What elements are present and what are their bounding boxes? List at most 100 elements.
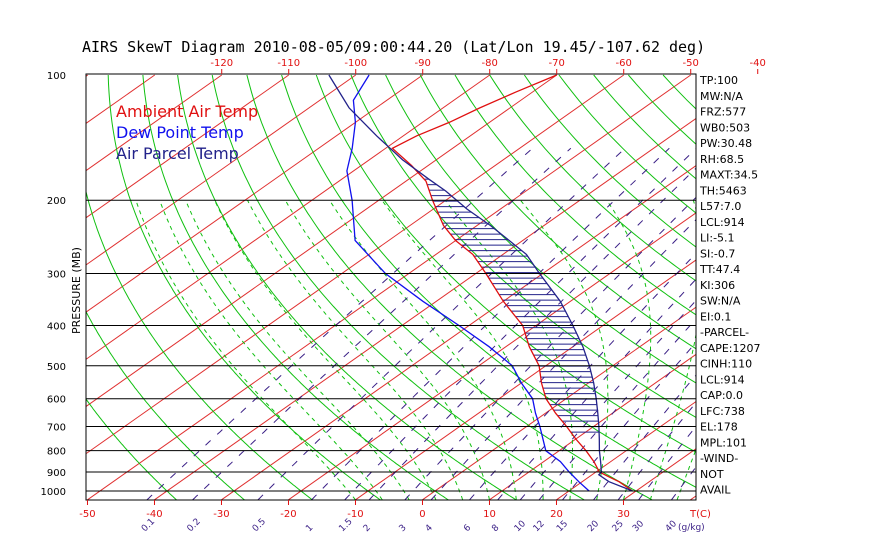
index-entry: EI:0.1 (700, 310, 731, 323)
dry-adiabat-line (142, 74, 449, 500)
dry-adiabat-line (177, 74, 517, 500)
ambient-air-temp-line (391, 74, 633, 492)
index-entry: TP:100 (699, 74, 738, 87)
index-entry: TH:5463 (699, 184, 747, 197)
pressure-tick-label: 200 (47, 196, 66, 207)
mixing-ratio-label: 8 (490, 523, 501, 534)
dew-point-temp-line (346, 74, 590, 492)
moist-adiabat-line (214, 199, 437, 500)
mixing-ratio-label: 6 (462, 523, 473, 534)
mixing-ratio-line (311, 147, 670, 500)
moist-adiabat-line (606, 199, 652, 500)
y-axis-label: PRESSURE (MB) (70, 247, 83, 334)
moist-adiabat-line (329, 199, 517, 500)
mixing-ratio-line (638, 425, 696, 500)
top-temperature-tick-label: -50 (683, 58, 699, 69)
isotherm-line (86, 74, 558, 408)
dry-adiabat-line (662, 74, 696, 110)
pressure-tick-label: 800 (47, 447, 66, 458)
mixing-ratio-label: 0.2 (186, 517, 203, 534)
moist-adiabat-line (135, 200, 356, 500)
temperature-tick-label: -20 (280, 509, 296, 520)
mixing-ratio-label: 10 (513, 519, 528, 534)
index-entry: LI:-5.1 (700, 232, 735, 245)
index-entry: -WIND- (700, 452, 738, 465)
top-temperature-tick-label: -120 (210, 58, 233, 69)
moist-adiabat-line (159, 200, 383, 500)
top-temperature-tick-label: -110 (277, 58, 300, 69)
isotherm-line (221, 165, 696, 500)
sounding-profiles (328, 74, 633, 492)
moist-adiabat-line (185, 200, 410, 500)
dry-adiabat-line (767, 75, 870, 500)
moist-adiabat-line (284, 199, 490, 500)
isotherm-line (0, 75, 21, 500)
dry-adiabat-line (246, 74, 653, 500)
index-entry: L57:7.0 (700, 200, 741, 213)
index-entry: FRZ:577 (700, 106, 746, 119)
pressure-tick-labels: 100 200 300 400 500 600 700 800 900 1000 (41, 71, 66, 498)
top-temperature-tick-label: -40 (750, 58, 766, 69)
stability-indices: TP:100 MW:N/A FRZ:577 WB0:503 PW:30.48 RH:68.… (699, 74, 761, 497)
pressure-tick-label: 700 (47, 423, 66, 434)
pressure-tick-label: 900 (47, 468, 66, 479)
dry-adiabat-line (419, 74, 696, 350)
isotherm-line (86, 74, 223, 172)
mixing-ratio-label: 3 (398, 523, 409, 534)
dry-adiabat-line (732, 75, 870, 500)
index-entry: EL:178 (700, 421, 738, 434)
pressure-tick-label: 500 (47, 362, 66, 373)
mixing-ratio-label: 12 (532, 519, 547, 534)
temperature-tick-label: -40 (146, 509, 162, 520)
index-entry: TT:47.4 (699, 263, 740, 276)
index-entry: MW:N/A (700, 90, 743, 103)
isotherm-line (86, 74, 424, 313)
index-entry: NOT (700, 468, 724, 481)
dry-adiabat-line (385, 74, 696, 384)
dry-adiabat-line (350, 74, 696, 418)
mixing-ratio-line (469, 252, 696, 500)
index-entry: WB0:503 (700, 121, 750, 134)
legend-ambient-air-temp: Ambient Air Temp (116, 102, 258, 121)
index-entry: LFC:738 (700, 405, 745, 418)
isotherm-line (86, 74, 357, 266)
top-temperature-tick-label: -100 (344, 58, 367, 69)
chart-title: AIRS SkewT Diagram 2010-08-05/09:00:44.2… (82, 38, 705, 56)
temperature-tick-label: -30 (213, 509, 229, 520)
dry-adiabat-line (86, 310, 245, 500)
moist-adiabat-line (649, 200, 696, 500)
top-temperature-tick-label: -60 (616, 58, 632, 69)
top-temperature-tick-label: -90 (415, 58, 431, 69)
mixing-ratio-label: 25 (611, 519, 626, 534)
pressure-tick-label: 1000 (41, 487, 66, 498)
index-entry: LCL:914 (700, 373, 745, 386)
dry-adiabat-line (211, 74, 585, 500)
pressure-tick-label: 400 (47, 321, 66, 332)
dry-adiabat-line (454, 74, 696, 316)
dry-adiabat-line (86, 398, 177, 500)
dry-adiabat-line (489, 74, 696, 282)
isotherm-line (86, 74, 290, 219)
index-entry: MAXT:34.5 (700, 169, 758, 182)
top-temperature-tick-label: -80 (482, 58, 498, 69)
mixing-ratio-unit-label: (g/kg) (678, 523, 705, 533)
isotherm-line (86, 74, 491, 360)
index-entry: KI:306 (700, 279, 735, 292)
dry-adiabat-line (86, 189, 313, 500)
index-entry: -PARCEL- (700, 326, 749, 339)
index-entry: LCL:914 (700, 216, 745, 229)
dry-adiabat-line (802, 75, 870, 500)
isotherm-line (489, 353, 696, 500)
top-temperature-tick-labels: -120 -110 -100 -90 -80 -70 -60 -50 -40 (210, 58, 766, 74)
dry-adiabat-line (281, 74, 696, 488)
index-entry: CAP:0.0 (700, 389, 743, 402)
mixing-ratio-label: 20 (586, 519, 601, 534)
isotherm-line (87, 74, 692, 500)
moist-adiabat-lines (135, 199, 696, 500)
mixing-ratio-label: 4 (424, 523, 435, 534)
dry-adiabat-line (837, 75, 870, 500)
isotherm-line (556, 400, 696, 500)
mixing-ratio-label: 2 (362, 523, 373, 534)
cape-hatch (424, 178, 600, 433)
